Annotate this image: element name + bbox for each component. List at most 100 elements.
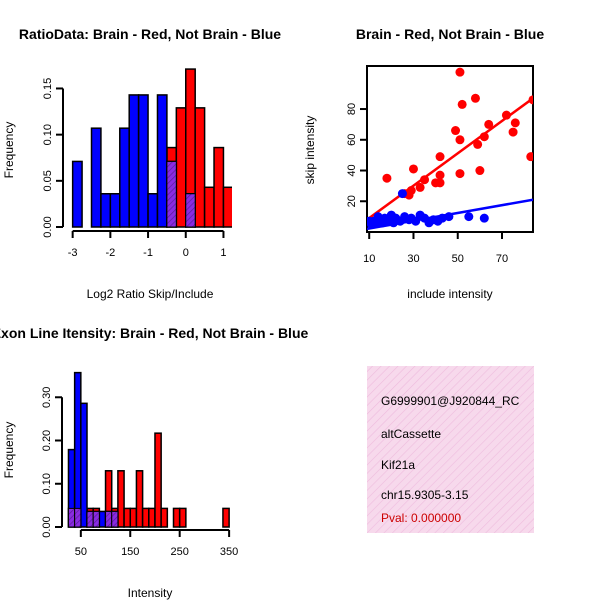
scatter-point-brain xyxy=(455,169,465,179)
scatter-xlabel: include intensity xyxy=(407,287,492,301)
intensity-histogram-x-tick-label: 250 xyxy=(171,546,189,558)
intensity-histogram-bar-not-brain xyxy=(80,402,88,528)
intensity-histogram-bar-brain xyxy=(135,470,144,528)
ratio-histogram-bar-not-brain xyxy=(90,127,102,228)
scatter-point-brain xyxy=(415,182,425,192)
ratio-histogram-x-tick-label: -3 xyxy=(68,247,78,259)
ratio-histogram-bar-not-brain xyxy=(71,160,83,228)
intensity-histogram-bar-brain xyxy=(129,507,138,528)
intensity-histogram-bar-brain xyxy=(222,507,230,528)
scatter-plot-box xyxy=(366,65,534,233)
scatter-point-brain xyxy=(382,173,392,183)
intensity-histogram-bar-brain xyxy=(154,432,162,528)
intensity-histogram-bar-brain xyxy=(123,507,132,528)
scatter-y-tick-label: 80 xyxy=(346,103,358,115)
ratio-histogram-y-tick-label: 0.00 xyxy=(42,216,54,237)
scatter-point-brain xyxy=(435,178,445,188)
scatter-point-not-brain xyxy=(479,213,489,223)
info-panel: G6999901@J920844_RC altCassette Kif21a c… xyxy=(367,366,534,533)
ratio-histogram-bar-brain xyxy=(213,146,225,228)
ratio-histogram-bar-brain xyxy=(194,107,206,228)
intensity-histogram-bar-brain xyxy=(141,507,150,528)
intensity-histogram-y-tick-label: 0.20 xyxy=(41,430,53,451)
intensity-histogram-xlabel: Intensity xyxy=(128,586,173,600)
ratio-histogram-ylabel: Frequency xyxy=(2,122,16,179)
ratio-histogram-bar-not-brain xyxy=(100,193,112,228)
info-event-id: G6999901@J920844_RC xyxy=(381,394,520,408)
scatter-point-brain xyxy=(528,95,533,105)
ratio-histogram-y-axis: 0.00 0.05 0.10 0.15 xyxy=(42,78,64,238)
intensity-histogram-bar-overlap xyxy=(105,510,113,528)
ratio-histogram-bar-overlap xyxy=(166,160,177,228)
ratio-histogram-xlabel: Log2 Ratio Skip/Include xyxy=(87,287,214,301)
scatter-point-brain xyxy=(470,93,480,103)
intensity-histogram-x-axis: 50 150 250 350 xyxy=(75,529,238,558)
intensity-histogram-title: Exon Line Itensity: Brain - Red, Not Bra… xyxy=(0,325,309,341)
ratio-histogram-bar-not-brain xyxy=(147,193,159,228)
ratio-histogram-bars xyxy=(71,68,232,228)
ratio-histogram-bar-not-brain xyxy=(137,94,149,228)
scatter-point-not-brain xyxy=(444,212,454,222)
info-panel-background xyxy=(367,366,534,533)
intensity-histogram-bar-overlap xyxy=(86,510,94,528)
scatter-point-brain xyxy=(473,139,483,149)
intensity-histogram-bar-overlap xyxy=(74,507,82,528)
scatter-point-brain xyxy=(408,164,418,174)
intensity-histogram-bars xyxy=(67,371,230,528)
intensity-histogram-panel: Exon Line Itensity: Brain - Red, Not Bra… xyxy=(0,325,309,600)
ratio-histogram-y-tick-label: 0.05 xyxy=(42,170,54,191)
intensity-scatter-panel: Brain - Red, Not Brain - Blue skip inten… xyxy=(303,26,544,301)
intensity-histogram-bar-overlap xyxy=(92,510,100,528)
ratio-histogram-x-axis: -3 -2 -1 0 1 xyxy=(68,230,227,259)
scatter-point-brain xyxy=(508,127,518,137)
scatter-point-brain xyxy=(420,175,430,185)
scatter-x-tick-label: 30 xyxy=(407,253,419,265)
ratio-histogram-bar-not-brain xyxy=(119,127,130,228)
scatter-y-tick-label: 40 xyxy=(346,164,358,176)
scatter-point-brain xyxy=(457,99,467,109)
scatter-marks xyxy=(367,67,533,231)
intensity-histogram-x-tick-label: 50 xyxy=(75,546,87,558)
ratio-histogram-bar-not-brain xyxy=(156,94,168,228)
scatter-point-brain xyxy=(455,67,465,77)
ratio-histogram-x-tick-label: 0 xyxy=(183,247,189,259)
ratio-histogram-y-tick-label: 0.15 xyxy=(42,78,54,99)
intensity-histogram-bar-not-brain xyxy=(73,371,82,528)
info-event-type: altCassette xyxy=(381,427,441,441)
scatter-point-brain xyxy=(510,118,520,128)
intensity-histogram-y-axis: 0.00 0.10 0.20 0.30 xyxy=(41,387,63,538)
scatter-x-tick-label: 10 xyxy=(363,253,375,265)
intensity-histogram-ylabel: Frequency xyxy=(2,422,16,479)
scatter-y-tick-label: 20 xyxy=(346,195,358,207)
ratio-histogram-bar-brain xyxy=(175,107,187,228)
info-location: chr15.9305-3.15 xyxy=(381,488,469,502)
ratio-histogram-x-tick-label: 1 xyxy=(220,247,226,259)
ratio-histogram-x-tick-label: -2 xyxy=(105,247,115,259)
intensity-histogram-bar-brain xyxy=(178,507,187,528)
scatter-x-axis: 10 30 50 70 xyxy=(363,232,508,265)
intensity-histogram-bar-brain xyxy=(117,470,125,528)
scatter-y-tick-label: 60 xyxy=(346,134,358,146)
intensity-histogram-x-tick-label: 150 xyxy=(121,546,139,558)
intensity-histogram-bar-overlap xyxy=(67,507,76,528)
intensity-histogram-y-tick-label: 0.30 xyxy=(41,387,53,408)
ratio-histogram-bar-not-brain xyxy=(109,193,121,228)
scatter-point-brain xyxy=(484,119,494,129)
intensity-histogram-bar-not-brain xyxy=(98,510,107,528)
scatter-point-brain xyxy=(435,152,445,162)
intensity-histogram-x-tick-label: 350 xyxy=(220,546,238,558)
ratio-histogram-title: RatioData: Brain - Red, Not Brain - Blue xyxy=(19,26,281,42)
intensity-histogram-y-tick-label: 0.00 xyxy=(41,516,53,537)
ratio-histogram-y-tick-label: 0.10 xyxy=(42,124,54,145)
intensity-histogram-bar-overlap xyxy=(111,510,119,528)
ratio-histogram-bar-not-brain xyxy=(128,94,140,228)
ratio-histogram-x-tick-label: -1 xyxy=(143,247,153,259)
scatter-title: Brain - Red, Not Brain - Blue xyxy=(356,26,544,42)
scatter-x-tick-label: 50 xyxy=(452,253,464,265)
scatter-point-brain xyxy=(526,152,533,162)
info-pval: Pval: 0.000000 xyxy=(381,511,461,525)
scatter-point-not-brain xyxy=(397,189,407,199)
scatter-y-axis: 20 40 60 80 xyxy=(346,103,367,207)
ratio-histogram-panel: RatioData: Brain - Red, Not Brain - Blue… xyxy=(2,26,281,301)
